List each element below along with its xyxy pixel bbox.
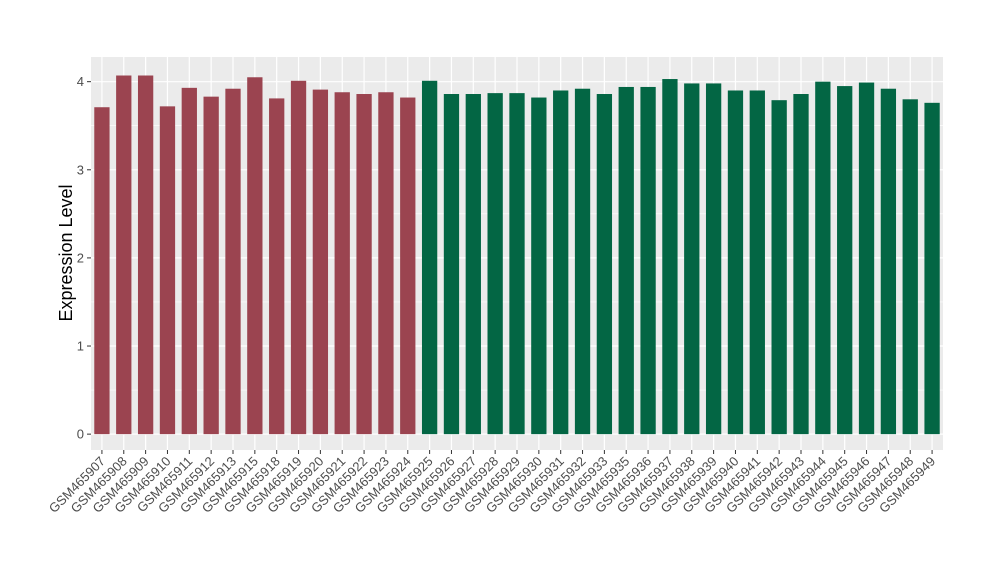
bar-GSM465933	[596, 94, 613, 435]
bars	[94, 75, 940, 435]
y-tick-label: 0	[77, 427, 84, 442]
bar-GSM465940	[727, 90, 744, 435]
bar-GSM465939	[705, 83, 722, 435]
bar-GSM465926	[443, 94, 460, 435]
bar-GSM465920	[312, 89, 329, 435]
bar-GSM465937	[662, 79, 678, 435]
bar-GSM465930	[531, 97, 547, 435]
bar-GSM465942	[771, 100, 787, 435]
bar-GSM465938	[684, 83, 700, 435]
bar-GSM465912	[203, 96, 219, 435]
y-tick-label: 3	[77, 162, 84, 177]
bar-GSM465909	[137, 75, 154, 435]
bar-GSM465919	[290, 80, 307, 435]
bar-GSM465927	[465, 94, 481, 435]
bar-GSM465944	[815, 81, 831, 435]
y-axis-label: Expression Level	[56, 184, 76, 321]
bar-GSM465941	[749, 90, 765, 435]
bar-GSM465915	[247, 77, 263, 435]
bar-GSM465947	[880, 88, 897, 435]
y-tick-label: 4	[77, 74, 84, 89]
bar-GSM465924	[400, 97, 416, 435]
bar-GSM465925	[421, 80, 438, 435]
bar-GSM465923	[378, 92, 394, 435]
bar-GSM465921	[334, 92, 350, 435]
bar-GSM465929	[509, 93, 525, 435]
bar-GSM465932	[574, 88, 591, 435]
bar-GSM465943	[793, 94, 809, 435]
bar-GSM465931	[553, 90, 569, 435]
bar-GSM465910	[159, 106, 176, 435]
y-axis: 0 1 2 3 4	[77, 74, 91, 442]
bar-GSM465936	[640, 86, 656, 435]
bar-GSM465949	[924, 102, 940, 435]
y-tick-label: 1	[77, 339, 84, 354]
bar-GSM465908	[116, 75, 132, 435]
bar-GSM465918	[269, 98, 285, 435]
bar-GSM465946	[858, 82, 875, 435]
bar-GSM465928	[487, 93, 503, 435]
bar-GSM465935	[618, 86, 634, 435]
bar-GSM465945	[837, 86, 853, 435]
y-tick-label: 2	[77, 250, 84, 265]
bar-GSM465907	[94, 107, 110, 435]
bar-GSM465913	[225, 88, 241, 435]
x-axis: GSM465907GSM465908GSM465909GSM465910GSM4…	[46, 450, 938, 516]
bar-GSM465948	[902, 99, 918, 435]
bar-GSM465911	[181, 87, 197, 435]
bar-GSM465922	[356, 94, 372, 435]
